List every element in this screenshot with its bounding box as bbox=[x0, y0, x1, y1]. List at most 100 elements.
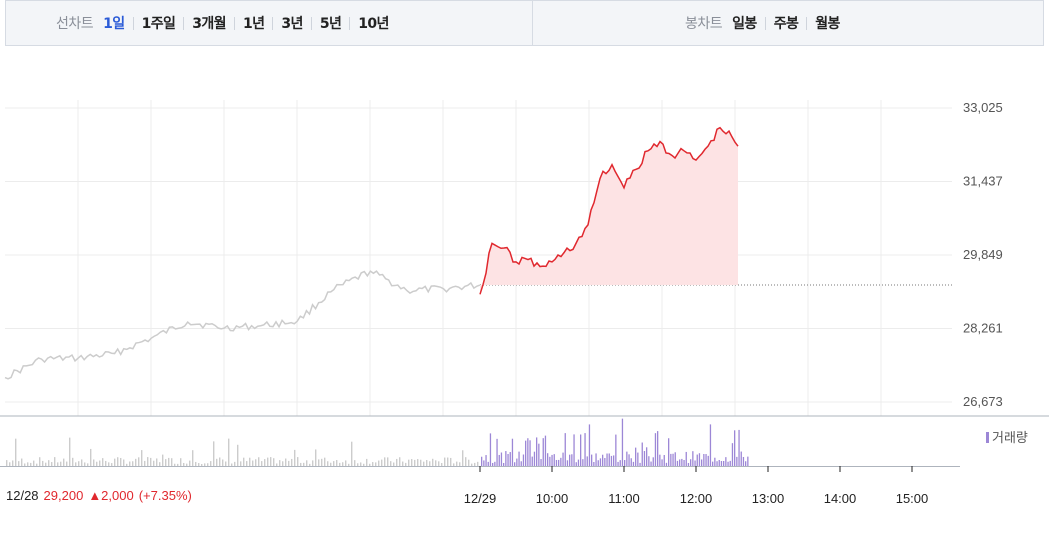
volume-bar bbox=[231, 463, 233, 466]
volume-bar bbox=[6, 460, 8, 466]
volume-bar bbox=[417, 459, 419, 466]
volume-bar bbox=[608, 453, 610, 466]
volume-bar bbox=[138, 457, 140, 466]
volume-bar bbox=[426, 460, 428, 466]
volume-bar bbox=[701, 459, 703, 466]
volume-bar bbox=[234, 461, 236, 466]
period-3year[interactable]: 3년 bbox=[281, 16, 303, 32]
volume-bar bbox=[580, 434, 582, 466]
volume-bar bbox=[387, 457, 389, 466]
separator bbox=[233, 16, 235, 30]
volume-bar bbox=[51, 462, 53, 466]
volume-bar bbox=[602, 454, 604, 466]
volume-bar bbox=[593, 461, 595, 466]
volume-bar bbox=[339, 462, 341, 466]
period-3month[interactable]: 3개월 bbox=[192, 16, 226, 32]
volume-bar bbox=[606, 453, 608, 466]
volume-bar bbox=[276, 463, 278, 466]
candle-chart-label: 봉차트 bbox=[685, 16, 723, 32]
volume-bar bbox=[33, 460, 35, 466]
volume-bar bbox=[318, 459, 320, 466]
volume-bar bbox=[168, 457, 170, 466]
volume-bar bbox=[566, 460, 569, 466]
volume-bar bbox=[507, 453, 509, 466]
volume-bar bbox=[378, 460, 380, 466]
period-1year[interactable]: 1년 bbox=[242, 16, 265, 32]
volume-bar bbox=[549, 456, 551, 466]
volume-bar bbox=[641, 442, 643, 466]
volume-bar bbox=[162, 454, 164, 466]
volume-bar bbox=[727, 461, 729, 466]
volume-bar bbox=[54, 457, 56, 466]
x-tick-label: 15:00 bbox=[896, 491, 929, 506]
period-1day[interactable]: 1일 bbox=[103, 16, 125, 32]
candle-chart-group: 봉차트 일봉 주봉 월봉 bbox=[685, 1, 840, 45]
volume-bar bbox=[610, 455, 613, 466]
volume-bar bbox=[363, 463, 365, 466]
volume-bar bbox=[487, 461, 489, 466]
volume-bar bbox=[670, 453, 672, 466]
volume-bar bbox=[135, 458, 137, 466]
volume-bar bbox=[540, 459, 542, 466]
candle-weekly[interactable]: 주봉 bbox=[773, 16, 799, 32]
volume-bar bbox=[126, 463, 128, 466]
volume-bar bbox=[177, 463, 179, 466]
volume-bar bbox=[246, 461, 248, 466]
volume-bar bbox=[102, 458, 104, 466]
volume-bar bbox=[450, 457, 452, 466]
volume-bar bbox=[613, 455, 615, 466]
volume-bar bbox=[503, 462, 505, 466]
volume-bar bbox=[159, 462, 161, 466]
volume-bar bbox=[303, 462, 305, 466]
volume-bar bbox=[333, 461, 335, 466]
y-tick-label: 31,437 bbox=[963, 174, 1003, 189]
volume-bar bbox=[657, 431, 659, 466]
volume-bar bbox=[696, 454, 698, 466]
candle-daily[interactable]: 일봉 bbox=[732, 16, 757, 32]
volume-bar bbox=[441, 463, 443, 466]
volume-bar bbox=[78, 461, 80, 466]
volume-bar bbox=[132, 461, 134, 466]
volume-bar bbox=[615, 434, 617, 466]
volume-bar bbox=[668, 438, 670, 466]
separator bbox=[183, 16, 185, 30]
volume-bar bbox=[481, 456, 483, 466]
volume-bar bbox=[745, 461, 747, 466]
volume-bar bbox=[36, 463, 38, 466]
volume-bar bbox=[87, 463, 89, 466]
volume-bar bbox=[429, 461, 431, 466]
volume-bar bbox=[588, 424, 591, 466]
volume-bar bbox=[690, 459, 692, 466]
volume-bar bbox=[99, 460, 101, 466]
volume-bar bbox=[195, 461, 197, 466]
separator bbox=[132, 16, 134, 30]
volume-bar bbox=[21, 458, 23, 466]
volume-bar bbox=[659, 454, 661, 466]
volume-bar bbox=[533, 451, 536, 466]
plot-area bbox=[5, 108, 952, 416]
volume-bar bbox=[81, 459, 83, 466]
period-10year[interactable]: 10년 bbox=[358, 16, 389, 32]
period-1week[interactable]: 1주일 bbox=[141, 16, 176, 32]
volume-bar bbox=[626, 451, 628, 466]
volume-bar bbox=[348, 463, 350, 466]
volume-bar bbox=[654, 433, 657, 466]
volume-bar bbox=[96, 461, 98, 466]
volume-bar bbox=[648, 456, 650, 466]
period-5year[interactable]: 5년 bbox=[319, 16, 342, 32]
volume-bar bbox=[558, 459, 560, 466]
volume-bar bbox=[619, 460, 621, 466]
volume-bar bbox=[384, 457, 386, 466]
volume-bar bbox=[171, 458, 173, 466]
volume-bar bbox=[174, 463, 176, 466]
volume-bar bbox=[366, 458, 368, 466]
candle-monthly[interactable]: 월봉 bbox=[815, 16, 840, 32]
volume-bar bbox=[599, 458, 602, 466]
separator bbox=[806, 16, 808, 30]
today-price-line bbox=[479, 126, 739, 295]
x-tick-label: 14:00 bbox=[824, 491, 857, 506]
volume-bar bbox=[635, 447, 637, 466]
volume-bar bbox=[93, 459, 95, 466]
volume-bar bbox=[165, 459, 167, 466]
volume-bar bbox=[42, 460, 44, 466]
